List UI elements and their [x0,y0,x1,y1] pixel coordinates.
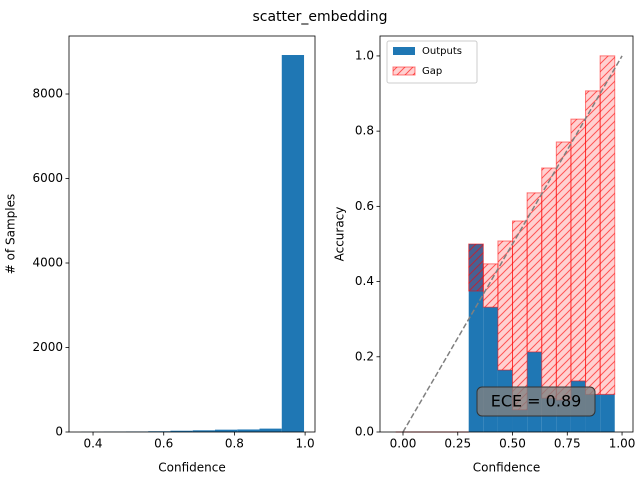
marks [81,55,305,432]
x-tick-label: 1.00 [609,437,636,451]
gap-hatch [585,90,601,395]
legend-label: Gap [422,66,442,77]
histogram-bar [170,430,193,432]
y-tick-label: 4000 [32,256,63,270]
y-tick-label: 0.4 [355,274,374,288]
y-tick-label: 0 [55,425,63,439]
plot-area: 0.4 0.6 0.8 1.0 0 2000 4000 6000 8000 Confidence #… [4,35,316,475]
gap-hatch [468,243,484,291]
x-tick-label: 0.4 [83,437,102,451]
y-tick-label: 6000 [32,171,63,185]
gap-hatch [483,263,498,308]
gap-hatch [541,168,557,399]
axes-frame [68,35,316,433]
output-bar [600,394,615,432]
reference-diagonal [402,55,623,433]
gap-hatch [512,221,528,410]
y-tick-label: 0.6 [355,199,374,213]
x-tick-label: 0.6 [154,437,173,451]
histogram-bar [192,430,215,432]
gap-hatch [497,240,513,370]
x-tick-label: 1.0 [296,437,315,451]
x-tick-label: 0.75 [554,437,581,451]
histogram-bar [237,429,260,432]
legend-swatch [393,47,415,55]
figure-title: scatter_embedding [252,9,387,25]
marks [395,55,623,433]
y-tick-label: 1.0 [355,48,374,62]
y-axis-label: Accuracy [333,207,347,262]
legend-hatch [393,67,415,75]
y-tick-label: 0.8 [355,124,374,138]
gap-hatch [556,142,571,401]
annotation: ECE = 0.89 [476,386,596,417]
histogram-bar [281,55,305,432]
legend-label: Outputs [422,46,462,57]
gap-hatch [570,119,586,381]
x-axis-label: Confidence [473,461,540,475]
y-axis-label: # of Samples [4,194,18,275]
y-tick-label: 2000 [32,340,63,354]
annotation-box [476,386,596,417]
x-axis-label: Confidence [158,461,225,475]
histogram-bar [259,428,282,432]
y-tick-label: 8000 [32,87,63,101]
x-tick-label: 0.8 [225,437,244,451]
histogram-bar [214,429,238,432]
axes-frame [379,35,634,433]
y-tick-label: 0.2 [355,349,374,363]
x-tick-label: 0.50 [499,437,526,451]
x-tick-label: 0.25 [444,437,471,451]
gap-hatch [527,192,542,352]
gap-hatch [600,55,615,395]
y-tick-label: 0.0 [355,425,374,439]
annotation-text: ECE = 0.89 [491,392,582,411]
legend: Outputs Gap [386,40,478,84]
x-tick-label: 0.00 [390,437,417,451]
